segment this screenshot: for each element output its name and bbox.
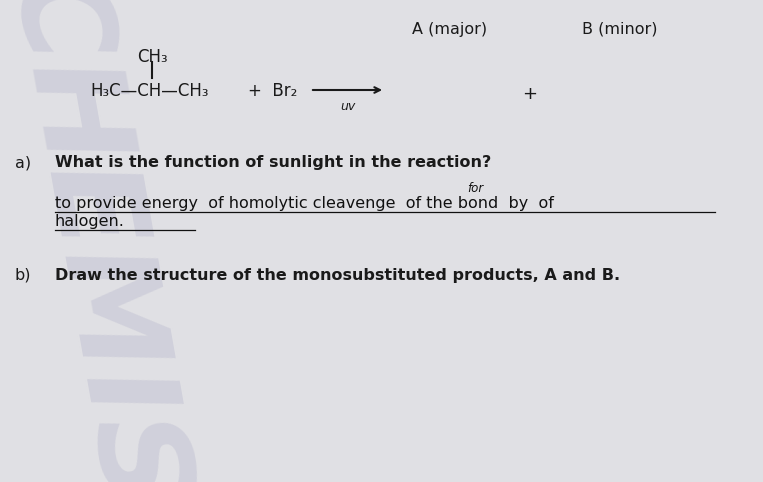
Text: Draw the structure of the monosubstituted products, A and B.: Draw the structure of the monosubstitute… (55, 268, 620, 283)
Text: +  Br₂: + Br₂ (248, 82, 298, 100)
Text: halogen.: halogen. (55, 214, 125, 229)
Text: a): a) (15, 155, 31, 170)
Text: CHEMISTRY: CHEMISTRY (0, 0, 244, 482)
Text: What is the function of sunlight in the reaction?: What is the function of sunlight in the … (55, 155, 491, 170)
Text: b): b) (15, 268, 31, 283)
Text: to provide energy  of homolytic cleavenge  of the bond  by  of: to provide energy of homolytic cleavenge… (55, 196, 554, 211)
Text: A (major): A (major) (413, 22, 488, 37)
Text: for: for (467, 182, 483, 195)
Text: +: + (523, 85, 537, 103)
Text: B (minor): B (minor) (582, 22, 658, 37)
Text: CH₃: CH₃ (137, 48, 167, 66)
Text: H₃C—CH—CH₃: H₃C—CH—CH₃ (90, 82, 208, 100)
Text: uv: uv (340, 100, 355, 113)
